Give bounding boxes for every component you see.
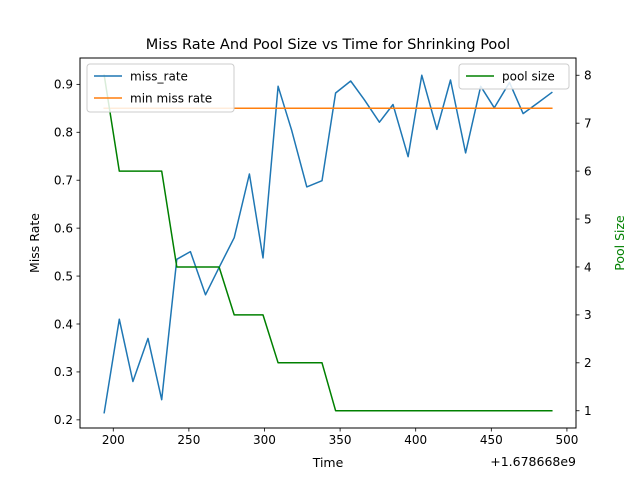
- right-y-tick-label: 8: [584, 69, 592, 83]
- x-tick-label: 350: [329, 433, 352, 447]
- left-y-tick-label: 0.9: [54, 78, 73, 92]
- legend-left: miss_rate min miss rate: [86, 63, 235, 113]
- left-y-axis-ticks: 0.2 0.3 0.4 0.5 0.6 0.7 0.8 0.9: [54, 78, 80, 427]
- right-y-axis-ticks: 1 2 3 4 5 6 7 8: [576, 69, 592, 418]
- left-y-tick-label: 0.6: [54, 221, 73, 235]
- x-tick-label: 450: [480, 433, 503, 447]
- right-y-axis-label: Pool Size: [612, 215, 627, 271]
- x-tick-label: 200: [102, 433, 125, 447]
- right-y-tick-label: 1: [584, 404, 592, 418]
- x-axis-offset-label: +1.678668e9: [490, 454, 576, 469]
- right-y-tick-label: 2: [584, 356, 592, 370]
- left-y-tick-label: 0.8: [54, 126, 73, 140]
- right-y-tick-label: 7: [584, 116, 592, 130]
- right-y-tick-label: 5: [584, 212, 592, 226]
- plot-frame: [79, 57, 577, 429]
- left-y-tick-label: 0.3: [54, 365, 73, 379]
- legend-label-pool-size: pool size: [502, 70, 555, 84]
- series-line-miss-rate: [103, 74, 553, 414]
- x-tick-label: 300: [253, 433, 276, 447]
- x-tick-label: 250: [177, 433, 200, 447]
- left-y-tick-label: 0.4: [54, 317, 73, 331]
- chart-title: Miss Rate And Pool Size vs Time for Shri…: [146, 37, 510, 53]
- left-y-tick-label: 0.5: [54, 269, 73, 283]
- legend-right-frame: [458, 63, 570, 90]
- x-axis-label: Time: [312, 455, 344, 470]
- x-tick-label: 400: [404, 433, 427, 447]
- legend-left-frame: [86, 63, 235, 113]
- x-axis-ticks: 200 250 300 350 400 450 500: [102, 428, 578, 447]
- right-y-tick-label: 4: [584, 260, 592, 274]
- right-y-tick-label: 6: [584, 164, 592, 178]
- left-y-tick-label: 0.7: [54, 174, 73, 188]
- legend-label-miss-rate: miss_rate: [130, 70, 188, 84]
- left-y-tick-label: 0.2: [54, 413, 73, 427]
- left-y-axis-label: Miss Rate: [27, 213, 42, 273]
- right-y-tick-label: 3: [584, 308, 592, 322]
- legend-right: pool size: [458, 63, 570, 90]
- x-tick-label: 500: [555, 433, 578, 447]
- legend-label-min-miss-rate: min miss rate: [130, 92, 212, 106]
- series-line-pool-size: [103, 74, 553, 412]
